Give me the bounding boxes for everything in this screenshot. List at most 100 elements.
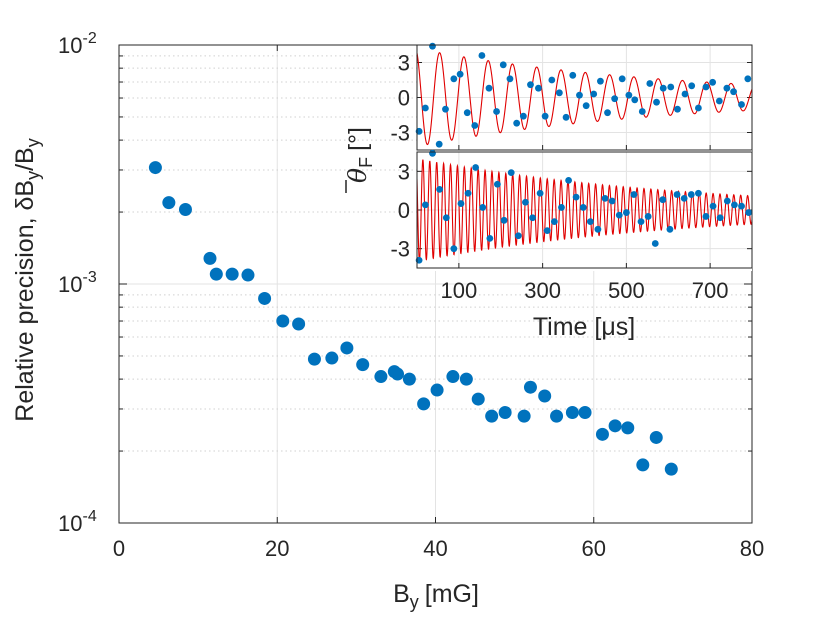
inset-data-point	[494, 180, 501, 188]
inset-data-point	[702, 83, 710, 91]
inset-data-point	[499, 61, 507, 69]
inset-data-point	[731, 201, 738, 209]
inset-y-tick-label: -3	[390, 121, 410, 146]
inset-data-point	[442, 214, 450, 222]
main-data-point	[325, 351, 339, 365]
main-y-label-mid: /B	[11, 147, 39, 171]
inset-data-point	[631, 96, 639, 104]
inset-data-point	[471, 122, 479, 129]
inset-data-point	[666, 225, 674, 233]
main-y-label-main: Relative precision, δB	[11, 180, 39, 422]
main-data-points	[148, 161, 678, 476]
main-data-point	[517, 409, 531, 423]
inset-x-tick-label: 700	[692, 278, 729, 303]
main-y-label-sub2: y	[23, 138, 43, 147]
inset-data-point	[695, 189, 702, 197]
inset-data-point	[486, 234, 494, 242]
inset-data-point	[493, 108, 500, 115]
inset-y-axis-label: θF [°]	[343, 127, 376, 193]
main-data-point	[608, 419, 622, 433]
inset-data-point	[695, 104, 702, 112]
main-x-tick-label: 60	[582, 536, 606, 561]
inset-x-axis-label: Time [μs]	[533, 313, 635, 341]
main-data-point	[340, 341, 354, 355]
main-data-point	[258, 291, 272, 305]
main-data-point	[446, 370, 460, 384]
inset-data-point	[463, 109, 471, 117]
main-data-point	[417, 397, 431, 411]
inset-data-point	[723, 84, 731, 92]
inset-data-point	[472, 164, 480, 171]
inset-data-point	[548, 76, 556, 84]
inset-data-point	[673, 191, 681, 198]
inset-data-point	[637, 218, 645, 226]
main-x-tick-label: 40	[423, 536, 447, 561]
main-x-label-main: B	[393, 580, 410, 608]
main-data-point	[203, 251, 217, 265]
main-data-point	[523, 380, 537, 394]
inset-data-point	[435, 140, 443, 148]
inset-data-point	[667, 83, 675, 91]
inset-data-point	[738, 202, 745, 210]
inset-data-point	[659, 84, 667, 92]
inset-data-point	[527, 81, 534, 89]
main-x-tick-label: 20	[265, 536, 289, 561]
inset-data-point	[442, 105, 449, 113]
main-x-ticks: 0 20 40 60 80	[113, 45, 764, 561]
inset-y-label: θF [°]	[343, 127, 376, 183]
main-data-point	[162, 196, 176, 210]
main-data-point	[649, 430, 663, 444]
inset-data-point	[745, 209, 753, 216]
inset-data-point	[594, 225, 602, 233]
inset-y-tick-label: -3	[390, 237, 410, 262]
inset-data-point	[555, 89, 563, 97]
main-data-point	[391, 367, 405, 381]
inset-data-point	[436, 185, 444, 193]
main-y-tick-label: 10-2	[58, 30, 97, 58]
inset-data-point	[651, 240, 659, 247]
inset-x-ticks: 100 300 500 700	[441, 278, 729, 303]
inset-data-point	[429, 42, 436, 50]
main-data-point	[374, 370, 388, 384]
main-data-point	[636, 458, 650, 472]
inset-data-point	[572, 193, 580, 201]
inset-data-point	[519, 112, 527, 120]
inset-data-point	[562, 113, 570, 121]
main-x-label-unit: [mG]	[425, 580, 479, 608]
inset-x-tick-label: 100	[441, 278, 478, 303]
main-data-point	[595, 427, 609, 441]
inset-data-point	[715, 97, 723, 105]
main-data-point	[550, 409, 564, 423]
inset-data-point	[485, 84, 493, 92]
inset-data-point	[644, 213, 652, 220]
inset-data-point	[730, 88, 737, 96]
inset-data-point	[716, 214, 724, 222]
main-data-point	[225, 267, 239, 281]
main-data-point	[485, 409, 499, 423]
inset-data-point	[597, 77, 604, 85]
main-data-point	[565, 405, 579, 419]
inset-data-point	[702, 213, 710, 220]
inset-data-point	[646, 80, 654, 87]
inset-data-point	[723, 197, 731, 205]
inset-data-point	[450, 75, 458, 83]
inset-y-tick-label: 0	[398, 86, 410, 111]
inset-data-point	[618, 75, 626, 83]
inset-data-point	[680, 195, 688, 202]
inset-panel-box	[416, 151, 753, 269]
main-x-tick-label: 80	[740, 536, 764, 561]
inset-y-label-unit: [°]	[344, 127, 372, 151]
inset-y-tick-label: 0	[398, 198, 410, 223]
inset-data-point	[429, 149, 436, 157]
inset-data-point	[630, 191, 638, 198]
inset-data-point	[674, 105, 681, 113]
main-y-tick-label: 10-3	[58, 269, 97, 297]
inset-data-point	[709, 202, 717, 210]
main-data-point	[209, 267, 223, 281]
inset-y-label-sub: F	[356, 157, 376, 168]
inset-data-point	[514, 232, 522, 240]
inset-data-point	[638, 108, 646, 115]
inset-data-point	[479, 204, 487, 211]
inset-data-point	[687, 191, 695, 198]
